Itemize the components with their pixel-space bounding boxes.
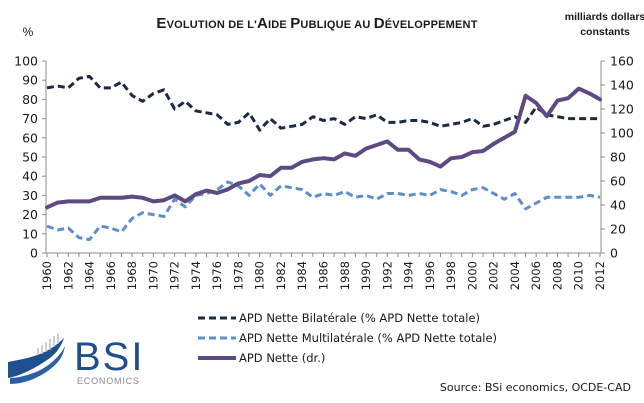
x-tick-label: 2008 xyxy=(550,261,564,290)
x-tick-label: 1968 xyxy=(125,261,139,290)
left-tick-label: 40 xyxy=(22,169,38,184)
right-axis-label-line1: milliards dollars xyxy=(565,11,644,23)
x-tick-label: 2006 xyxy=(529,261,543,290)
left-tick-label: 50 xyxy=(22,150,38,165)
x-tick-label: 2000 xyxy=(465,261,479,290)
legend: APD Nette Bilatérale (% APD Nette totale… xyxy=(198,311,497,365)
left-tick-label: 100 xyxy=(14,54,38,69)
right-tick-label: 160 xyxy=(610,54,634,69)
legend-item-apd-nette: APD Nette (dr.) xyxy=(198,351,325,365)
series-line-apd-nette xyxy=(45,86,602,210)
x-tick-label: 1978 xyxy=(231,261,245,290)
right-tick-label: 20 xyxy=(610,222,626,237)
left-tick-label: 80 xyxy=(22,92,38,107)
x-tick-label: 1966 xyxy=(104,261,118,290)
x-tick-label: 1962 xyxy=(61,261,75,290)
x-tick-label: 1980 xyxy=(253,261,267,290)
left-tick-label: 30 xyxy=(22,188,38,203)
left-tick-label: 90 xyxy=(22,73,38,88)
logo-bars-icon xyxy=(37,333,59,355)
x-tick-label: 1964 xyxy=(83,261,97,290)
title-rest-0: VOLUTION DE L' xyxy=(167,19,258,31)
right-tick-label: 140 xyxy=(610,78,634,93)
legend-item-multilateral: APD Nette Multilatérale (% APD Nette tot… xyxy=(198,331,497,345)
axes: 0 10 20 30 40 50 60 70 80 90 100 0 20 40 60 80 100 120 140… xyxy=(14,54,634,291)
right-tick-label: 0 xyxy=(610,246,618,261)
bsi-economics-logo: BSI ECONOMICS xyxy=(8,333,144,386)
right-tick-label: 60 xyxy=(610,174,626,189)
legend-label-bilateral: APD Nette Bilatérale (% APD Nette totale… xyxy=(239,311,480,325)
source-note: Source: BSi economics, OCDE-CAD xyxy=(440,381,631,394)
chart-title: EVOLUTION DE L'AIDE PUBLIQUE AU DÉVELOPP… xyxy=(156,15,477,32)
logo-text: BSI xyxy=(74,335,144,379)
title-cap-0: E xyxy=(156,15,166,32)
logo-hand-icon xyxy=(8,338,64,378)
title-cap-1: A xyxy=(257,15,268,32)
right-tick-label: 80 xyxy=(610,150,626,165)
x-tick-label: 1994 xyxy=(402,261,416,290)
series-group xyxy=(45,74,602,242)
title-rest-1: IDE xyxy=(268,19,290,31)
x-tick-label: 2004 xyxy=(508,261,522,290)
x-tick-label: 1998 xyxy=(444,261,458,290)
title-rest-3: ÉVELOPPEMENT xyxy=(385,18,478,31)
title-rest-2: UBLIQUE AU xyxy=(300,19,373,31)
x-tick-label: 2012 xyxy=(593,261,607,290)
legend-label-multilateral: APD Nette Multilatérale (% APD Nette tot… xyxy=(239,331,497,345)
x-tick-label: 1990 xyxy=(359,261,373,290)
x-tick-label: 2010 xyxy=(572,261,586,290)
x-tick-label: 1970 xyxy=(146,261,160,290)
logo-hand-shadow-icon xyxy=(10,346,65,384)
x-tick-label: 1996 xyxy=(423,261,437,290)
series-line-multilateral xyxy=(46,180,601,242)
left-tick-label: 60 xyxy=(22,130,38,145)
x-tick-label: 1960 xyxy=(40,261,54,290)
right-tick-label: 100 xyxy=(610,126,634,141)
x-tick-label: 1974 xyxy=(189,261,203,290)
x-tick-label: 1982 xyxy=(274,261,288,290)
title-cap-3: D xyxy=(374,15,385,32)
left-tick-label: 10 xyxy=(22,226,38,241)
right-axis-label-line2: constants xyxy=(580,26,630,38)
left-tick-label: 20 xyxy=(22,207,38,222)
legend-item-bilateral: APD Nette Bilatérale (% APD Nette totale… xyxy=(198,311,480,325)
left-axis-label: % xyxy=(23,25,34,39)
right-tick-label: 120 xyxy=(610,102,634,117)
legend-label-apd-nette: APD Nette (dr.) xyxy=(239,351,325,365)
title-cap-2: P xyxy=(290,15,300,32)
left-tick-label: 70 xyxy=(22,111,38,126)
x-tick-label: 1992 xyxy=(380,261,394,290)
x-tick-label: 1972 xyxy=(168,261,182,290)
x-tick-label: 1984 xyxy=(295,261,309,290)
x-tick-label: 1976 xyxy=(210,261,224,290)
right-tick-label: 40 xyxy=(610,198,626,213)
x-tick-label: 1986 xyxy=(317,261,331,290)
x-tick-label: 1988 xyxy=(338,261,352,290)
x-tick-label: 2002 xyxy=(487,261,501,290)
left-tick-label: 0 xyxy=(30,246,38,261)
logo-subtext: ECONOMICS xyxy=(77,376,140,386)
